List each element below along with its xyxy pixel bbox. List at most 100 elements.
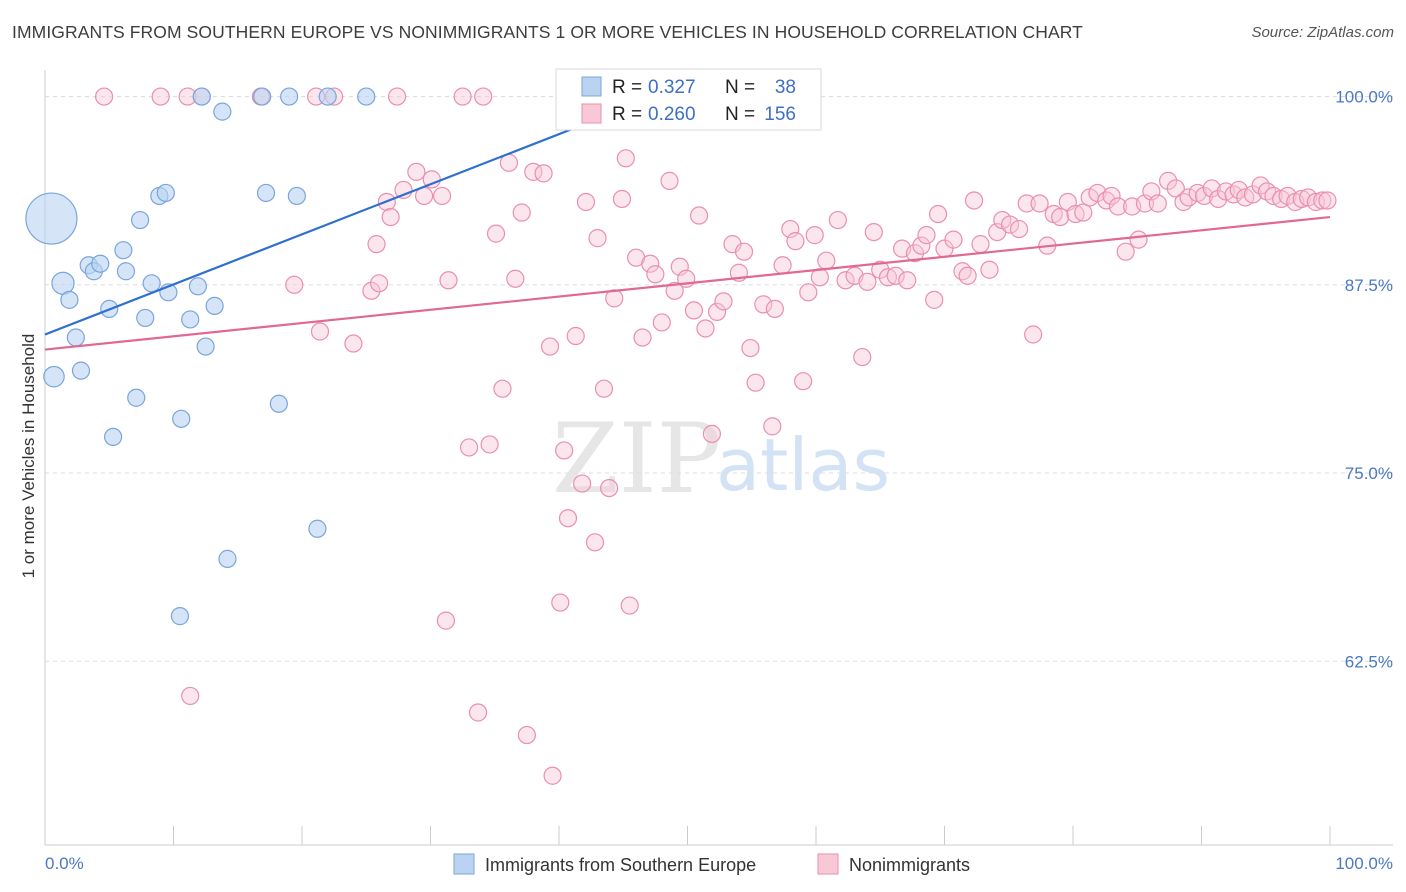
nonimmigrant-point-66 bbox=[707, 302, 727, 322]
stats-legend: R = 0.327 N = 38 R = 0.260 N = 156 bbox=[555, 68, 822, 131]
nonimmigrant-point-39 bbox=[551, 593, 570, 612]
nonimmigrant-point-45 bbox=[585, 533, 605, 552]
nonimmigrant-point-9 bbox=[474, 87, 493, 106]
immigrant-point-34 bbox=[43, 365, 65, 388]
nonimmigrants-trend-line bbox=[44, 215, 1331, 351]
x-tick-label-min: 0.0% bbox=[45, 854, 84, 873]
nonimmigrant-point-75 bbox=[765, 299, 784, 318]
nonimmigrant-point-1 bbox=[151, 87, 170, 106]
immigrant-point-22 bbox=[205, 296, 224, 315]
immigrant-point-11 bbox=[130, 210, 150, 230]
nonimmigrant-point-123 bbox=[1102, 186, 1121, 206]
nonimmigrant-point-63 bbox=[689, 206, 709, 225]
legend-pink-r-label: R = bbox=[612, 104, 642, 125]
watermark-atlas: atlas bbox=[716, 423, 890, 507]
nonimmigrant-point-34 bbox=[517, 725, 536, 745]
nonimmigrant-point-47 bbox=[594, 379, 614, 398]
immigrant-point-8 bbox=[114, 241, 133, 260]
nonimmigrant-point-59 bbox=[665, 281, 684, 300]
gridlines bbox=[45, 96, 1393, 662]
nonimmigrant-point-54 bbox=[633, 328, 652, 347]
nonimmigrant-point-153 bbox=[1313, 191, 1332, 210]
nonimmigrant-point-30 bbox=[493, 379, 512, 398]
nonimmigrant-point-51 bbox=[616, 149, 635, 168]
nonimmigrant-point-77 bbox=[781, 219, 800, 239]
nonimmigrant-point-89 bbox=[864, 222, 883, 242]
nonimmigrant-point-87 bbox=[853, 347, 872, 367]
immigrant-point-15 bbox=[156, 183, 175, 203]
bottom-legend-label-immigrants: Immigrants from Southern Europe bbox=[485, 855, 756, 875]
nonimmigrant-point-104 bbox=[964, 191, 984, 210]
immigrant-point-6 bbox=[91, 254, 110, 273]
nonimmigrant-point-33 bbox=[512, 203, 531, 222]
nonimmigrant-point-154 bbox=[1318, 191, 1337, 210]
nonimmigrant-point-137 bbox=[1202, 179, 1221, 198]
nonimmigrant-point-15 bbox=[367, 235, 386, 254]
nonimmigrant-point-13 bbox=[344, 334, 363, 353]
legend-blue-r-value: 0.327 bbox=[648, 77, 696, 98]
nonimmigrant-point-105 bbox=[971, 235, 990, 254]
watermark: ZIP atlas bbox=[552, 403, 890, 515]
chart-title: IMMIGRANTS FROM SOUTHERN EUROPE VS NONIM… bbox=[12, 22, 1083, 42]
nonimmigrant-point-124 bbox=[1108, 197, 1128, 216]
y-axis-label: 1 or more Vehicles in Household bbox=[19, 334, 38, 579]
nonimmigrant-point-98 bbox=[925, 290, 944, 309]
legend-swatch-pink bbox=[581, 103, 602, 124]
y-tick-label-1: 75.0% bbox=[1345, 464, 1393, 483]
nonimmigrant-point-95 bbox=[905, 244, 925, 263]
nonimmigrant-point-25 bbox=[439, 271, 458, 290]
nonimmigrant-point-132 bbox=[1166, 179, 1185, 198]
y-tick-label-2: 87.5% bbox=[1345, 276, 1393, 295]
nonimmigrant-point-16 bbox=[370, 274, 389, 293]
nonimmigrant-point-42 bbox=[566, 326, 585, 346]
watermark-zip: ZIP bbox=[552, 403, 721, 515]
bottom-legend-label-nonimmigrants: Nonimmigrants bbox=[849, 855, 970, 875]
bottom-legend-swatch-pink bbox=[817, 853, 839, 875]
immigrant-point-10 bbox=[127, 388, 146, 407]
nonimmigrant-point-52 bbox=[620, 596, 639, 615]
nonimmigrant-point-44 bbox=[576, 192, 596, 212]
nonimmigrant-point-55 bbox=[641, 254, 660, 273]
immigrant-point-0 bbox=[25, 192, 78, 245]
nonimmigrant-point-73 bbox=[754, 295, 773, 314]
source-label: Source: ZipAtlas.com bbox=[1251, 24, 1394, 41]
nonimmigrant-point-56 bbox=[646, 265, 665, 284]
nonimmigrant-point-11 bbox=[285, 275, 304, 294]
nonimmigrant-point-109 bbox=[1000, 215, 1020, 234]
immigrant-point-18 bbox=[181, 310, 200, 329]
y-tick-label-3: 100.0% bbox=[1335, 88, 1393, 107]
nonimmigrant-point-97 bbox=[917, 226, 936, 245]
y-tick-label-0: 62.5% bbox=[1345, 652, 1393, 671]
nonimmigrant-point-38 bbox=[543, 766, 562, 785]
nonimmigrant-point-101 bbox=[944, 230, 963, 249]
nonimmigrant-point-50 bbox=[612, 189, 632, 209]
nonimmigrant-point-130 bbox=[1148, 194, 1167, 213]
nonimmigrant-point-12 bbox=[310, 322, 330, 341]
immigrant-point-17 bbox=[172, 409, 191, 428]
nonimmigrant-point-131 bbox=[1158, 171, 1178, 190]
nonimmigrant-point-152 bbox=[1306, 192, 1325, 212]
nonimmigrant-point-85 bbox=[836, 271, 855, 290]
nonimmigrant-point-118 bbox=[1066, 204, 1085, 224]
nonimmigrant-point-76 bbox=[773, 256, 792, 275]
nonimmigrant-point-24 bbox=[436, 611, 456, 630]
immigrant-point-36 bbox=[104, 427, 123, 446]
immigrant-point-31 bbox=[318, 87, 337, 106]
nonimmigrant-point-37 bbox=[540, 337, 560, 356]
nonimmigrant-point-92 bbox=[886, 266, 905, 285]
immigrant-point-25 bbox=[253, 87, 272, 106]
nonimmigrant-point-64 bbox=[696, 319, 715, 338]
nonimmigrant-point-78 bbox=[786, 232, 805, 251]
nonimmigrant-point-141 bbox=[1229, 180, 1248, 200]
trend-lines bbox=[44, 95, 1331, 351]
legend-blue-n-label: N = bbox=[725, 77, 755, 98]
nonimmigrant-point-48 bbox=[600, 479, 619, 498]
nonimmigrant-point-46 bbox=[588, 229, 607, 248]
nonimmigrant-point-112 bbox=[1024, 325, 1043, 344]
nonimmigrant-point-72 bbox=[746, 373, 765, 392]
immigrant-point-19 bbox=[188, 277, 208, 296]
immigrant-point-9 bbox=[116, 262, 136, 281]
nonimmigrant-point-125 bbox=[1116, 242, 1135, 261]
y-tick-labels: 62.5% 75.0% 87.5% 100.0% bbox=[1335, 88, 1393, 672]
